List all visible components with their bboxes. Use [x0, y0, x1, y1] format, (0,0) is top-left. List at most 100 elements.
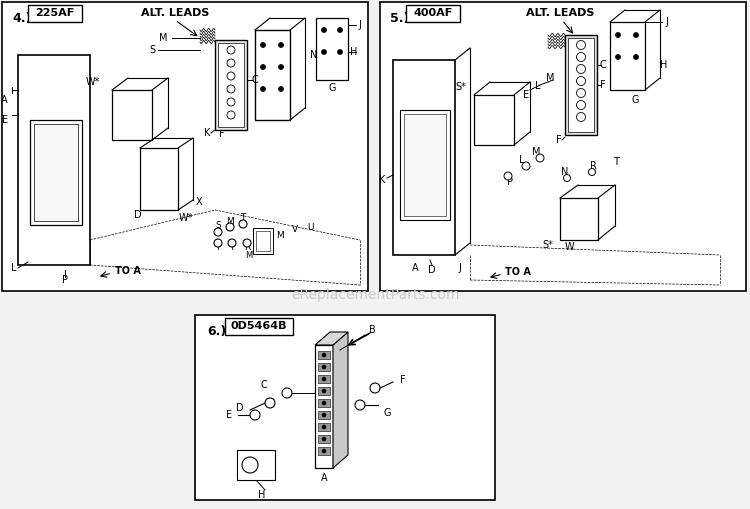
Circle shape — [265, 398, 275, 408]
Circle shape — [577, 89, 586, 98]
Text: T: T — [613, 157, 619, 167]
Text: J: J — [665, 17, 668, 27]
Circle shape — [227, 85, 235, 93]
Text: E: E — [2, 115, 8, 125]
Text: M: M — [226, 216, 234, 225]
Circle shape — [577, 65, 586, 73]
Polygon shape — [315, 332, 348, 345]
Text: C: C — [600, 60, 607, 70]
Polygon shape — [393, 60, 455, 255]
Text: ALT. LEADS: ALT. LEADS — [141, 8, 209, 18]
Text: P: P — [507, 177, 513, 187]
Text: ALT. LEADS: ALT. LEADS — [526, 8, 594, 18]
Text: L: L — [11, 263, 16, 273]
Text: D: D — [428, 265, 436, 275]
Circle shape — [322, 353, 326, 357]
Bar — [568, 38, 594, 132]
Text: E: E — [226, 410, 232, 420]
Circle shape — [322, 49, 326, 54]
Circle shape — [214, 239, 222, 247]
Text: E: E — [523, 90, 529, 100]
Text: B: B — [369, 325, 375, 335]
Bar — [318, 375, 330, 383]
Text: F: F — [219, 129, 225, 139]
Text: M: M — [532, 147, 540, 157]
Text: 4.): 4.) — [12, 12, 32, 25]
Circle shape — [577, 112, 586, 122]
Text: M: M — [546, 73, 554, 83]
Polygon shape — [315, 345, 333, 468]
Text: T: T — [240, 213, 246, 222]
Circle shape — [577, 100, 586, 109]
Text: P: P — [62, 275, 68, 285]
Text: G: G — [328, 83, 336, 93]
Circle shape — [227, 46, 235, 54]
Circle shape — [227, 72, 235, 80]
Circle shape — [577, 76, 586, 86]
Text: J: J — [358, 20, 361, 30]
Bar — [318, 351, 330, 359]
Text: eReplacementParts.com: eReplacementParts.com — [291, 288, 459, 302]
Circle shape — [577, 52, 586, 62]
Bar — [318, 423, 330, 431]
Text: G: G — [384, 408, 392, 418]
Polygon shape — [316, 18, 348, 80]
Circle shape — [322, 425, 326, 429]
Circle shape — [322, 365, 326, 369]
Circle shape — [616, 33, 620, 38]
Circle shape — [228, 239, 236, 247]
Circle shape — [634, 33, 638, 38]
Bar — [195, 315, 495, 500]
Circle shape — [322, 413, 326, 417]
Circle shape — [227, 59, 235, 67]
Text: Y: Y — [215, 243, 220, 252]
Polygon shape — [610, 22, 645, 90]
Bar — [318, 447, 330, 455]
Text: 400AF: 400AF — [413, 8, 452, 18]
Circle shape — [563, 175, 571, 182]
Bar — [215, 40, 247, 130]
Bar — [2, 2, 368, 291]
Circle shape — [278, 42, 284, 47]
Circle shape — [278, 65, 284, 70]
Circle shape — [634, 54, 638, 60]
Text: TO A: TO A — [505, 267, 531, 277]
Bar — [30, 120, 82, 225]
Circle shape — [577, 41, 586, 49]
Circle shape — [227, 111, 235, 119]
Text: W*: W* — [178, 213, 194, 223]
Bar — [218, 43, 244, 127]
Circle shape — [282, 388, 292, 398]
Bar — [256, 231, 270, 251]
Circle shape — [504, 172, 512, 180]
Bar — [318, 363, 330, 371]
Text: L: L — [519, 155, 525, 165]
Circle shape — [227, 98, 235, 106]
Circle shape — [589, 168, 596, 176]
Polygon shape — [560, 198, 598, 240]
Bar — [406, 5, 460, 22]
Circle shape — [260, 42, 266, 47]
Text: 0D5464B: 0D5464B — [231, 321, 287, 331]
Text: S: S — [148, 45, 155, 55]
Bar — [318, 435, 330, 443]
Bar — [318, 411, 330, 419]
Bar — [404, 114, 446, 216]
Text: H: H — [350, 47, 357, 57]
Text: U: U — [307, 223, 314, 233]
Text: H: H — [660, 60, 668, 70]
Text: S*: S* — [455, 82, 466, 92]
Bar — [400, 110, 450, 220]
Text: G: G — [632, 95, 639, 105]
Text: M: M — [160, 33, 168, 43]
Circle shape — [260, 87, 266, 92]
Text: A: A — [321, 473, 327, 483]
Circle shape — [322, 401, 326, 405]
Circle shape — [250, 410, 260, 420]
Circle shape — [322, 27, 326, 33]
Polygon shape — [474, 95, 514, 145]
Polygon shape — [18, 55, 90, 265]
Text: F: F — [556, 135, 562, 145]
Text: A: A — [412, 263, 419, 273]
Circle shape — [322, 437, 326, 441]
